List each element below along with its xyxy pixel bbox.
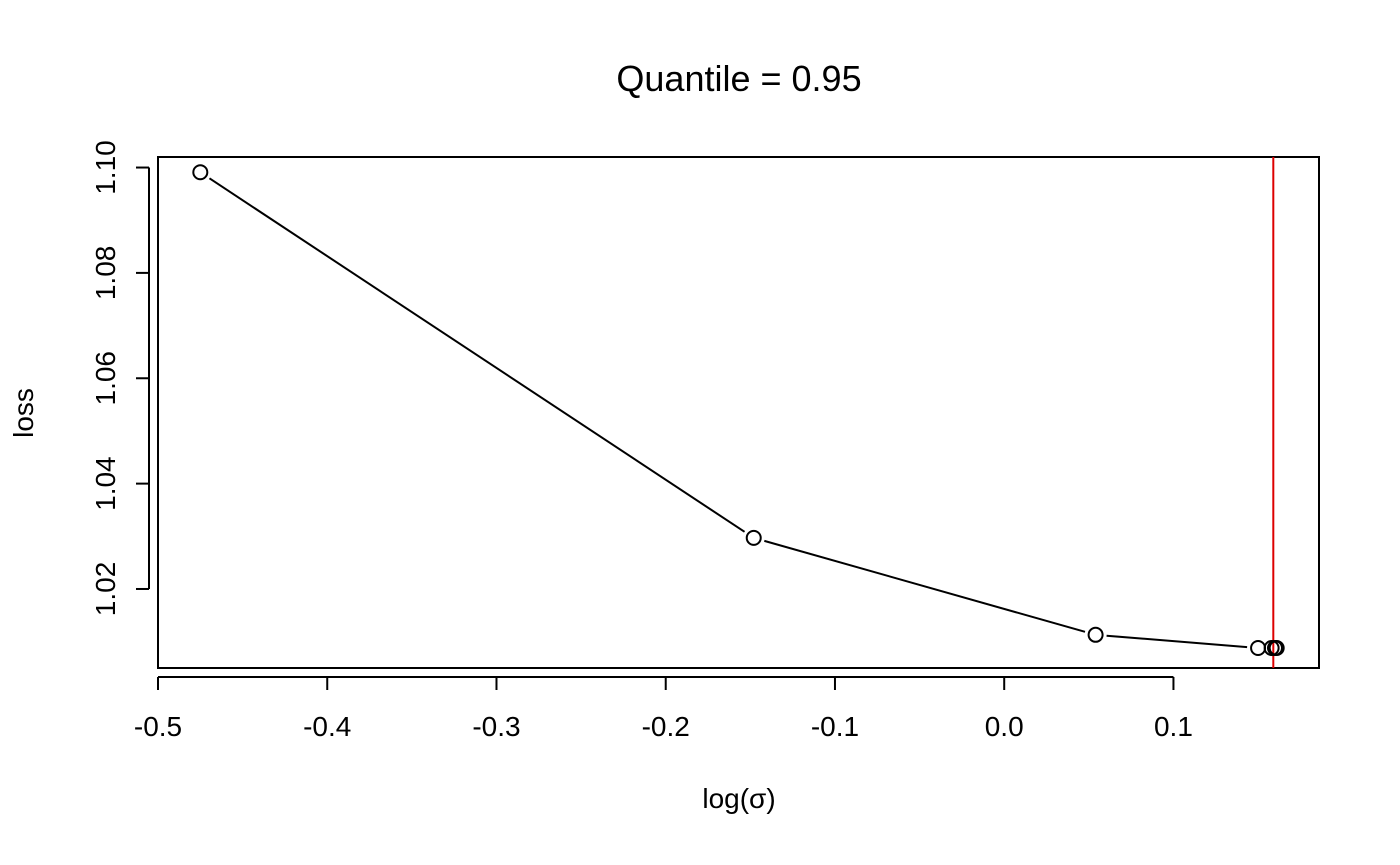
y-tick-label: 1.06 [90,351,121,406]
data-point [1087,626,1104,643]
data-point [1268,639,1285,656]
data-point [1250,639,1267,656]
x-tick-label: -0.1 [811,711,859,742]
x-tick-label: 0.1 [1154,711,1193,742]
plot-frame [157,156,1320,669]
x-tick-label: 0.0 [985,711,1024,742]
y-tick-label: 1.02 [90,562,121,617]
plot-area: -0.5 -0.4 -0.3 -0.2 -0.1 0.0 0.1 1.02 1.04 1.06 1.… [90,140,1320,742]
x-axis-title: log(σ) [702,783,775,814]
y-tick-label: 1.10 [90,140,121,195]
x-tick-label: -0.2 [642,711,690,742]
x-tick-label: -0.5 [134,711,182,742]
series-line-segment [764,539,1086,633]
y-tick-label: 1.04 [90,456,121,511]
chart-title: Quantile = 0.95 [616,58,861,99]
y-tick-label: 1.08 [90,246,121,301]
y-axis-title: loss [8,388,39,438]
x-tick-label: -0.3 [472,711,520,742]
series-line-segment [1106,634,1248,649]
data-point [192,164,209,181]
data-point [745,529,762,546]
series-line-segment [208,177,746,533]
x-tick-label: -0.4 [303,711,351,742]
